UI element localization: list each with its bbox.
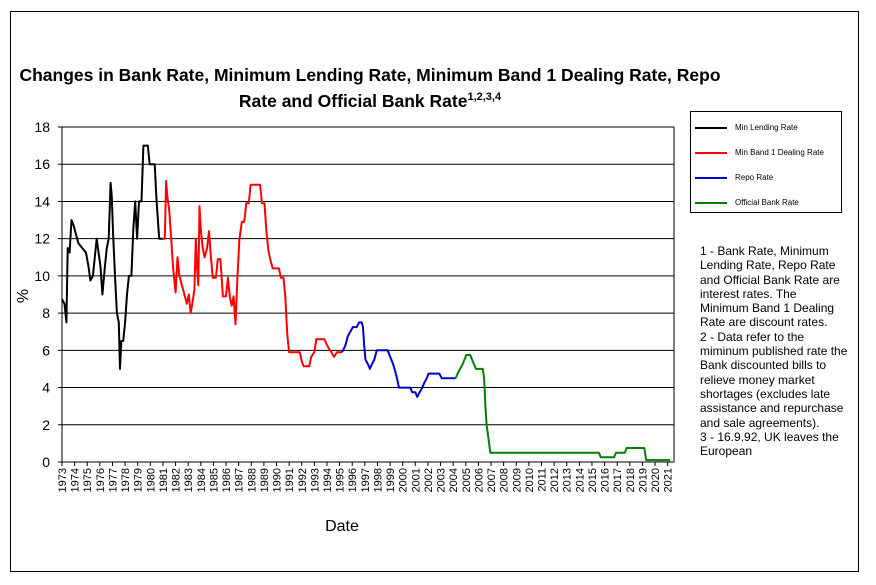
y-tick-label: 12 xyxy=(34,231,50,247)
series-line-repo-rate xyxy=(341,321,456,398)
legend-label: Official Bank Rate xyxy=(735,198,799,207)
chart-title-superscript: 1,2,3,4 xyxy=(467,91,502,103)
x-tick-label: 1977 xyxy=(107,468,119,492)
x-tick-label: 1989 xyxy=(259,468,271,492)
y-tick-label: 16 xyxy=(34,156,50,172)
x-tick-label: 1991 xyxy=(284,468,296,492)
x-tick-label: 2017 xyxy=(612,468,624,492)
x-tick-label: 2020 xyxy=(650,468,662,492)
x-tick-label: 1987 xyxy=(234,468,246,492)
legend-label: Min Band 1 Dealing Rate xyxy=(735,148,824,157)
y-tick-label: 18 xyxy=(34,119,50,135)
x-tick-label: 2002 xyxy=(423,468,435,492)
x-tick-label: 2012 xyxy=(549,468,561,492)
plot-area xyxy=(61,126,675,463)
y-tick-label: 10 xyxy=(34,268,50,284)
x-tick-label: 1992 xyxy=(297,468,309,492)
x-tick-label: 1982 xyxy=(171,468,183,492)
x-tick-label: 2010 xyxy=(524,468,536,492)
x-tick-label: 2003 xyxy=(436,468,448,492)
chart-title-main: Changes in Bank Rate, Minimum Lending Ra… xyxy=(19,65,721,111)
y-axis-label: % xyxy=(15,289,32,303)
x-tick-label: 2008 xyxy=(499,468,511,492)
x-tick-label: 2001 xyxy=(410,468,422,492)
x-tick-label: 1988 xyxy=(246,468,258,492)
legend-swatch xyxy=(695,127,727,129)
x-tick-label: 1990 xyxy=(272,468,284,492)
x-tick-label: 1986 xyxy=(221,468,233,492)
x-tick-label: 1993 xyxy=(309,468,321,492)
x-tick-label: 2014 xyxy=(574,468,586,492)
legend: Min Lending Rate Min Band 1 Dealing Rate… xyxy=(690,111,842,213)
legend-label: Min Lending Rate xyxy=(735,123,798,132)
x-tick-label: 1999 xyxy=(385,468,397,492)
x-tick-label: 1979 xyxy=(133,468,145,492)
footnote-1: 1 - Bank Rate, Minimum Lending Rate, Rep… xyxy=(700,244,840,330)
legend-label: Repo Rate xyxy=(735,173,774,182)
y-tick-label: 6 xyxy=(42,342,50,358)
y-tick-label: 14 xyxy=(34,193,50,209)
x-tick-label: 1980 xyxy=(145,468,157,492)
x-axis-label: Date xyxy=(325,518,359,535)
x-tick-label: 1994 xyxy=(322,468,334,492)
chart-frame xyxy=(10,11,859,572)
x-tick-label: 1996 xyxy=(347,468,359,492)
series-lines xyxy=(61,144,671,462)
x-tick-label: 1984 xyxy=(196,468,208,492)
footnote-2: 2 - Data refer to the miminum published … xyxy=(700,329,848,430)
series-line-official-bank-rate xyxy=(454,354,671,462)
x-tick-label: 1974 xyxy=(70,468,82,492)
x-tick-label: 2018 xyxy=(625,468,637,492)
chart-title: Changes in Bank Rate, Minimum Lending Ra… xyxy=(0,64,740,112)
x-tick-label: 1981 xyxy=(158,468,170,492)
footnote-3: 3 - 16.9.92, UK leaves the European xyxy=(700,429,839,459)
x-tick-label: 2016 xyxy=(600,468,612,492)
x-tick-label: 1983 xyxy=(183,468,195,492)
x-tick-label: 1997 xyxy=(360,468,372,492)
y-tick-label: 4 xyxy=(42,380,50,396)
x-tick-label: 2000 xyxy=(398,468,410,492)
x-tick-label: 2021 xyxy=(663,468,675,492)
y-tick-label: 8 xyxy=(42,305,50,321)
legend-swatch xyxy=(695,202,727,204)
y-axis-ticks: 0 2 4 6 8 10 12 14 16 18 xyxy=(34,119,62,470)
x-tick-label: 1995 xyxy=(335,468,347,492)
x-tick-label: 1978 xyxy=(120,468,132,492)
x-tick-label: 1985 xyxy=(208,468,220,492)
x-tick-label: 2007 xyxy=(486,468,498,492)
x-tick-label: 1976 xyxy=(95,468,107,492)
x-tick-label: 2011 xyxy=(537,468,549,492)
x-tick-label: 2015 xyxy=(587,468,599,492)
legend-swatch xyxy=(695,177,727,179)
series-line-min-lending-rate xyxy=(61,144,163,370)
series-line-min-band-1-dealing-rate xyxy=(162,180,343,368)
x-tick-label: 2013 xyxy=(562,468,574,492)
x-tick-label: 2009 xyxy=(511,468,523,492)
x-tick-label: 2004 xyxy=(448,468,460,492)
y-tick-label: 2 xyxy=(42,417,50,433)
x-tick-label: 2006 xyxy=(473,468,485,492)
x-tick-label: 2019 xyxy=(637,468,649,492)
x-axis-ticks: 1973 1974 1975 1976 1977 1978 1979 1980 1981 1982… xyxy=(57,462,675,492)
y-tick-label: 0 xyxy=(42,454,50,470)
footnotes: 1 - Bank Rate, Minimum Lending Rate, Rep… xyxy=(700,244,848,458)
x-tick-label: 2005 xyxy=(461,468,473,492)
x-tick-label: 1975 xyxy=(82,468,94,492)
legend-swatch xyxy=(695,152,727,154)
gridlines xyxy=(62,163,674,426)
x-tick-label: 1998 xyxy=(372,468,384,492)
x-tick-label: 1973 xyxy=(57,468,69,492)
